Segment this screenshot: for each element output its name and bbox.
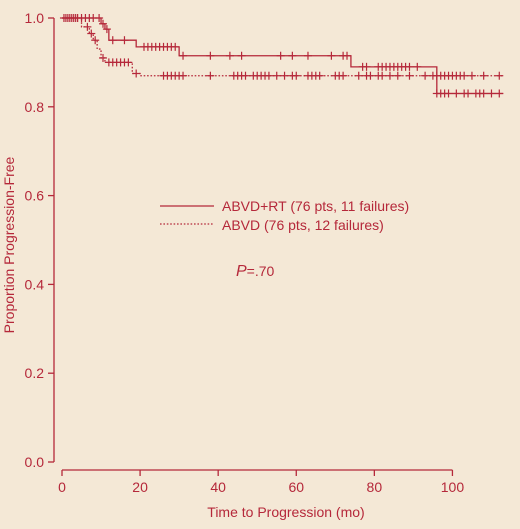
censor-mark-abvd-rt — [120, 36, 129, 45]
x-tick-label: 100 — [441, 479, 465, 495]
censor-mark-abvd-rt — [206, 51, 215, 60]
p-value-number: =.70 — [247, 263, 275, 279]
censor-mark-abvd — [132, 69, 141, 78]
censor-mark-abvd-rt — [444, 89, 453, 98]
censor-mark-abvd — [385, 71, 394, 80]
censor-mark-abvd — [73, 14, 82, 22]
censor-mark-abvd-rt — [362, 62, 371, 71]
censor-mark-abvd-rt — [413, 62, 422, 71]
censor-mark-abvd-rt — [327, 51, 336, 60]
censor-mark-abvd — [479, 71, 488, 80]
censor-mark-abvd — [460, 71, 469, 80]
x-tick-label: 80 — [367, 479, 383, 495]
y-tick-label: 0.8 — [25, 99, 45, 115]
censor-mark-abvd — [378, 71, 387, 80]
p-value-annotation: P=.70 — [236, 263, 275, 280]
censor-mark-abvd — [241, 71, 250, 80]
censor-mark-abvd-rt — [102, 25, 111, 34]
censor-mark-abvd — [292, 71, 301, 80]
censor-mark-abvd — [272, 71, 281, 80]
legend: ABVD+RT (76 pts, 11 failures) ABVD (76 p… — [160, 198, 409, 233]
censor-mark-abvd — [98, 53, 107, 62]
legend-label-abvd: ABVD (76 pts, 12 failures) — [222, 217, 384, 233]
censor-mark-abvd — [280, 71, 289, 80]
censor-mark-abvd-rt — [343, 51, 352, 60]
censor-mark-abvd-rt — [288, 51, 297, 60]
censor-mark-abvd-rt — [495, 89, 504, 98]
censor-mark-abvd — [315, 71, 324, 80]
censor-mark-abvd — [339, 71, 348, 80]
censor-mark-abvd-rt — [179, 51, 188, 60]
censor-mark-abvd — [393, 71, 402, 80]
legend-label-abvd-rt: ABVD+RT (76 pts, 11 failures) — [222, 198, 409, 214]
censor-mark-abvd-rt — [464, 89, 473, 98]
y-tick-label: 0.2 — [25, 365, 45, 381]
censor-mark-abvd — [124, 58, 133, 67]
series-layer — [59, 14, 504, 98]
x-ticks: 0 20 40 60 80 100 — [58, 470, 464, 495]
censor-mark-abvd — [495, 71, 504, 80]
y-ticks: 0.0 0.2 0.4 0.6 0.8 1.0 — [25, 10, 54, 470]
censor-mark-abvd-rt — [237, 51, 246, 60]
y-axis-label: Proportion Progression-Free — [1, 156, 17, 333]
y-tick-label: 0.4 — [25, 276, 45, 292]
y-tick-label: 0.0 — [25, 454, 45, 470]
censor-mark-abvd — [179, 71, 188, 80]
censor-mark-abvd-rt — [303, 51, 312, 60]
censor-mark-abvd — [421, 71, 430, 80]
censor-mark-abvd-rt — [95, 14, 104, 22]
censor-mark-abvd — [405, 71, 414, 80]
y-tick-label: 1.0 — [25, 10, 45, 26]
censor-mark-abvd — [264, 71, 273, 80]
censor-mark-abvd — [467, 71, 476, 80]
censor-mark-abvd — [206, 71, 215, 80]
censor-mark-abvd-rt — [487, 89, 496, 98]
censor-mark-abvd — [87, 29, 96, 38]
censor-mark-abvd — [91, 36, 100, 45]
censor-mark-abvd-rt — [276, 51, 285, 60]
x-tick-label: 0 — [58, 479, 66, 495]
censor-mark-abvd-rt — [225, 51, 234, 60]
censor-mark-abvd — [354, 71, 363, 80]
censor-mark-abvd — [366, 71, 375, 80]
censor-mark-abvd-rt — [171, 42, 180, 51]
censor-mark-abvd-rt — [405, 62, 414, 71]
censor-mark-abvd — [83, 22, 92, 31]
x-tick-label: 60 — [288, 479, 304, 495]
censor-mark-abvd-rt — [108, 36, 117, 45]
x-tick-label: 40 — [210, 479, 226, 495]
censor-mark-abvd-rt — [479, 89, 488, 98]
x-axis-label: Time to Progression (mo) — [207, 504, 364, 520]
y-tick-label: 0.6 — [25, 188, 45, 204]
censor-mark-abvd-rt — [98, 19, 107, 28]
axes — [53, 18, 453, 471]
x-tick-label: 20 — [132, 479, 148, 495]
p-value-symbol: P — [236, 263, 247, 280]
censor-mark-abvd-rt — [452, 89, 461, 98]
